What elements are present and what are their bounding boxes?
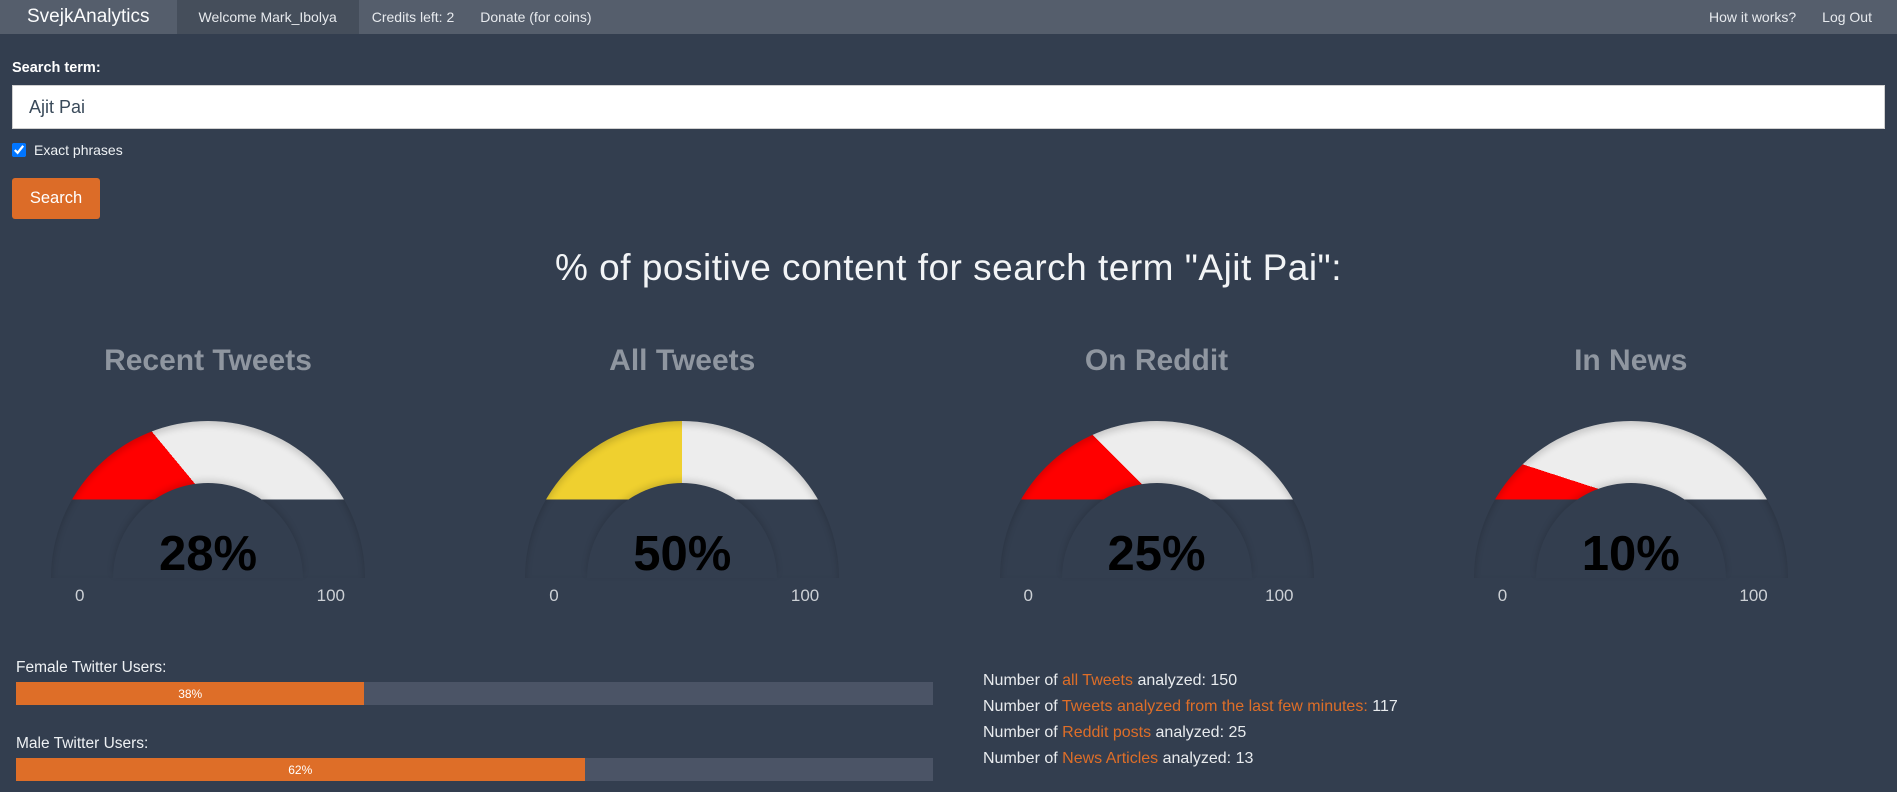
brand-logo[interactable]: SvejkAnalytics — [27, 6, 150, 27]
gauge-chart: 10% — [1473, 421, 1788, 581]
nav-item-donate[interactable]: Donate (for coins) — [480, 9, 592, 25]
gauge-chart: 28% — [51, 421, 365, 581]
demographics-bars: Female Twitter Users: 38% Male Twitter U… — [0, 658, 950, 781]
stat-value: 150 — [1210, 672, 1238, 689]
stat-prefix: Number of — [983, 698, 1062, 715]
gauge-in-news: In News 10% 0 100 — [1473, 343, 1788, 606]
female-users-bar-track: 38% — [16, 682, 933, 705]
navbar-spacer — [605, 0, 1697, 34]
gauge-all-tweets: All Tweets 50% 0 100 — [525, 343, 840, 606]
stat-link-recent-tweets[interactable]: Tweets analyzed from the last few minute… — [1061, 698, 1368, 715]
exact-phrases-label: Exact phrases — [34, 142, 123, 158]
stat-suffix: analyzed: — [1133, 672, 1211, 689]
top-navbar: SvejkAnalytics Welcome Mark_Ibolya Credi… — [0, 0, 1897, 34]
male-users-bar-fill: 62% — [16, 758, 585, 781]
gauges-row: Recent Tweets 28% 0 100 All Tweets 50% 0… — [0, 343, 1897, 606]
stat-prefix: Number of — [983, 724, 1063, 741]
gauge-minmax: 0 100 — [51, 586, 365, 606]
search-term-label: Search term: — [12, 60, 101, 76]
stat-value: 13 — [1235, 750, 1254, 767]
exact-phrases-checkbox[interactable] — [12, 143, 26, 157]
gauge-title: All Tweets — [609, 344, 756, 377]
male-users-label: Male Twitter Users: — [16, 735, 149, 752]
gauge-value: 28% — [158, 527, 258, 581]
gauge-max-label: 100 — [1739, 586, 1768, 605]
stat-prefix: Number of — [983, 672, 1063, 689]
nav-item-how-it-works[interactable]: How it works? — [1709, 9, 1797, 25]
gauge-on-reddit: On Reddit 25% 0 100 — [999, 343, 1314, 606]
stat-value: 117 — [1372, 698, 1398, 715]
gauge-min-label: 0 — [75, 586, 85, 605]
stat-link-reddit-posts[interactable]: Reddit posts — [1062, 724, 1152, 741]
stat-suffix: analyzed: — [1151, 724, 1229, 741]
female-users-percent: 38% — [178, 686, 203, 701]
gauge-minmax: 0 100 — [1000, 586, 1314, 606]
gauge-title: Recent Tweets — [104, 344, 312, 377]
exact-phrases-row: Exact phrases — [12, 142, 1885, 158]
stat-all-tweets: Number of all Tweets analyzed: 150 — [983, 668, 1398, 694]
search-input[interactable] — [12, 85, 1885, 129]
navbar-right-group: How it works? Log Out — [1696, 0, 1897, 34]
stat-link-all-tweets[interactable]: all Tweets — [1062, 672, 1133, 689]
gauge-max-label: 100 — [790, 586, 820, 605]
nav-item-credits[interactable]: Credits left: 2 — [371, 9, 455, 25]
bottom-section: Female Twitter Users: 38% Male Twitter U… — [0, 658, 1897, 781]
gauge-title: On Reddit — [1084, 344, 1229, 377]
female-users-label: Female Twitter Users: — [16, 659, 167, 676]
stat-suffix: analyzed: — [1158, 750, 1236, 767]
gauge-value: 25% — [1107, 527, 1206, 581]
gauge-minmax: 0 100 — [525, 586, 839, 606]
gauge-title: In News — [1574, 344, 1688, 377]
male-users-bar-track: 62% — [16, 758, 933, 781]
search-button[interactable]: Search — [12, 178, 100, 219]
nav-item-log-out[interactable]: Log Out — [1822, 9, 1872, 25]
stat-value: 25 — [1228, 724, 1247, 741]
female-users-group: Female Twitter Users: 38% — [16, 658, 950, 705]
male-users-group: Male Twitter Users: 62% — [16, 734, 950, 781]
stat-news-articles: Number of News Articles analyzed: 13 — [983, 746, 1398, 772]
stat-reddit-posts: Number of Reddit posts analyzed: 25 — [983, 720, 1398, 746]
analysis-stats: Number of all Tweets analyzed: 150 Numbe… — [983, 658, 1398, 772]
gauge-recent-tweets: Recent Tweets 28% 0 100 — [51, 343, 365, 606]
gauge-min-label: 0 — [1497, 586, 1508, 605]
page-title: % of positive content for search term "A… — [555, 247, 1342, 288]
search-section: Search term: Exact phrases Search — [0, 60, 1897, 219]
gauge-min-label: 0 — [1023, 586, 1033, 605]
gauge-value: 50% — [633, 527, 732, 581]
gauge-max-label: 100 — [1265, 586, 1294, 605]
nav-item-welcome[interactable]: Welcome Mark_Ibolya — [176, 0, 359, 34]
gauge-chart: 25% — [999, 421, 1314, 581]
female-users-bar-fill: 38% — [16, 682, 365, 705]
gauge-minmax: 0 100 — [1474, 586, 1788, 606]
gauge-max-label: 100 — [316, 586, 345, 605]
gauge-min-label: 0 — [549, 586, 559, 605]
stat-recent-tweets: Number of Tweets analyzed from the last … — [983, 694, 1398, 720]
gauge-value: 10% — [1581, 527, 1680, 581]
stat-prefix: Number of — [983, 750, 1063, 767]
gauge-chart: 50% — [525, 421, 840, 581]
stat-link-news-articles[interactable]: News Articles — [1062, 750, 1159, 767]
male-users-percent: 62% — [288, 762, 313, 777]
